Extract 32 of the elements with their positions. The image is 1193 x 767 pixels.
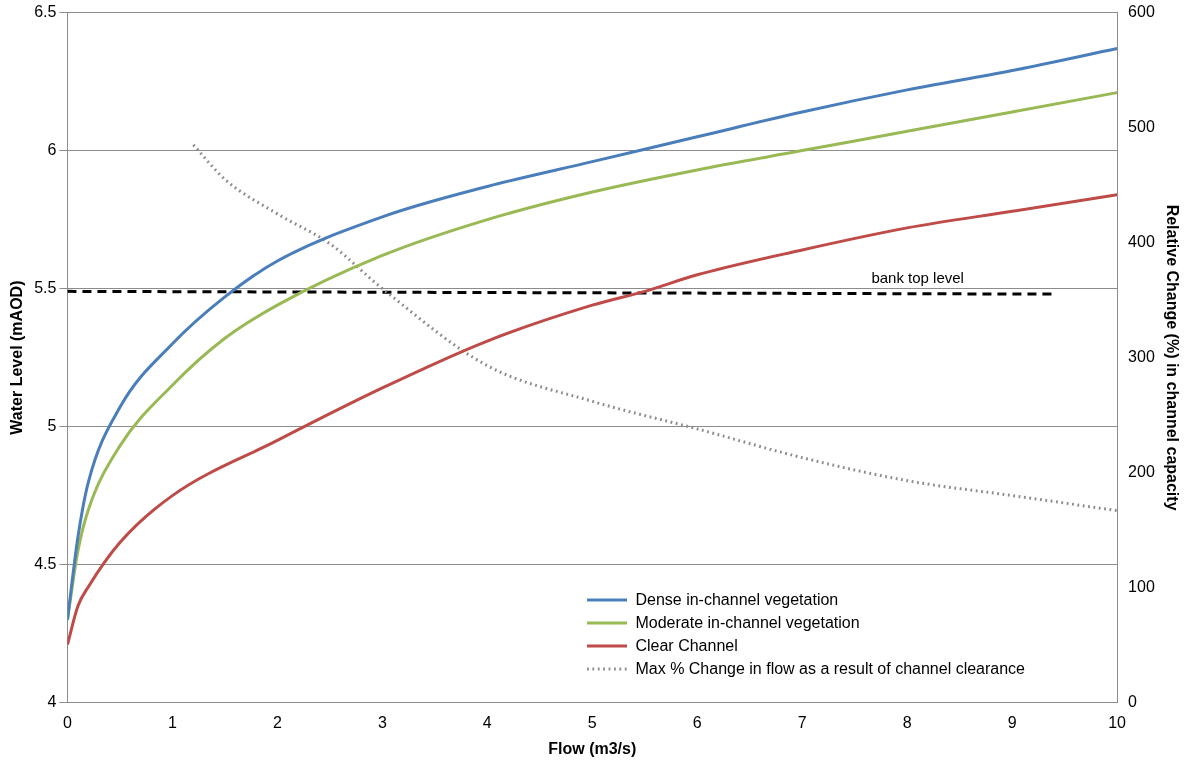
y2-tick-label: 0 [1128,693,1138,711]
x-tick-label: 8 [902,713,912,731]
x-tick-label: 2 [272,713,282,731]
x-axis-title: Flow (m3/s) [548,739,637,757]
legend-label: Max % Change in flow as a result of channel clearance [635,660,1025,678]
y2-tick-label: 300 [1128,348,1155,366]
y2-axis-title: Relative Change (%) in channel capacity [1163,204,1181,511]
x-tick-label: 3 [377,713,387,731]
y-axis-title: Water Level (mAOD) [8,280,26,435]
x-tick-label: 9 [1007,713,1017,731]
x-tick-label: 7 [797,713,807,731]
y-tick-label: 5.5 [34,279,57,297]
y2-tick-label: 200 [1128,463,1155,481]
annotation: bank top level [871,269,964,286]
y-tick-label: 6.5 [34,3,57,21]
x-tick-label: 10 [1108,713,1127,731]
x-tick-label: 6 [692,713,702,731]
y2-tick-label: 100 [1128,578,1155,596]
legend-label: Moderate in-channel vegetation [635,614,860,632]
x-tick-label: 1 [167,713,177,731]
y-tick-label: 4.5 [34,555,57,573]
y2-tick-label: 400 [1128,233,1155,251]
legend-label: Dense in-channel vegetation [635,591,839,609]
x-tick-label: 0 [62,713,72,731]
x-tick-label: 5 [587,713,597,731]
x-tick-label: 4 [482,713,492,731]
legend-label: Clear Channel [635,637,738,655]
y-tick-label: 4 [47,693,57,711]
y-tick-label: 5 [47,417,57,435]
y2-tick-label: 500 [1128,118,1155,136]
y2-tick-label: 600 [1128,3,1155,21]
y-tick-label: 6 [47,141,57,159]
